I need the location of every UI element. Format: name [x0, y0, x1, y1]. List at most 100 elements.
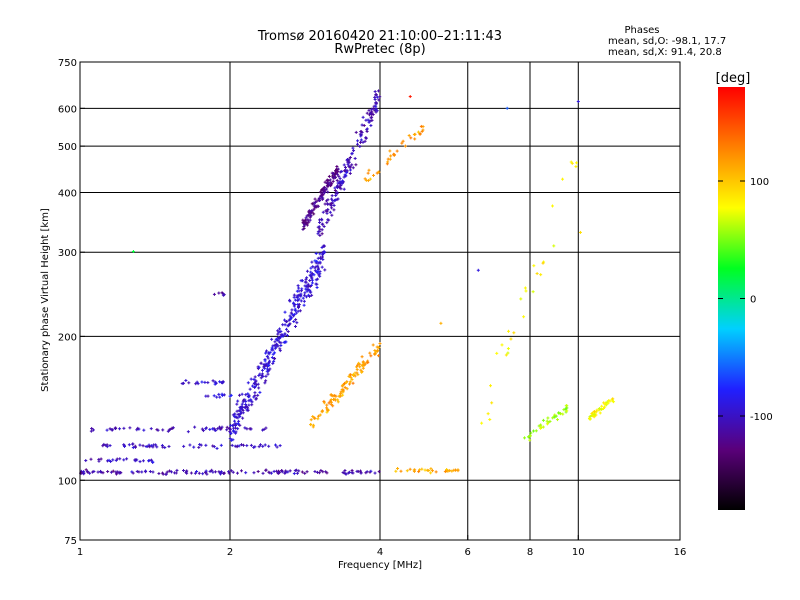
echo-point: [593, 410, 597, 414]
echo-point: [305, 221, 309, 225]
echo-point: [234, 422, 238, 426]
x-tick-label: 4: [377, 547, 383, 558]
echo-point: [305, 269, 309, 273]
echo-point: [131, 446, 135, 450]
echo-point: [317, 196, 321, 200]
echo-point: [291, 301, 295, 305]
echo-point: [119, 471, 123, 475]
echo-point: [149, 427, 153, 431]
echo-point: [598, 407, 602, 411]
echo-point: [244, 404, 248, 408]
echo-point: [342, 163, 346, 167]
echo-point: [151, 460, 155, 464]
echo-point: [256, 393, 260, 397]
echo-point: [297, 286, 301, 290]
echo-point: [320, 245, 324, 249]
echo-point: [356, 142, 360, 146]
echo-point: [232, 423, 236, 427]
echo-point: [509, 337, 513, 341]
echo-point: [149, 458, 153, 462]
echo-point: [135, 428, 139, 432]
echo-point: [292, 314, 296, 318]
echo-point: [304, 218, 308, 222]
echo-point: [252, 445, 256, 449]
echo-point: [234, 430, 238, 434]
echo-point: [307, 213, 311, 217]
echo-point: [355, 371, 359, 375]
echo-point: [185, 471, 189, 475]
echo-point: [231, 470, 235, 474]
echo-point: [561, 177, 565, 181]
echo-point: [362, 124, 366, 128]
echo-point: [418, 131, 422, 135]
echo-point: [184, 469, 188, 473]
echo-point: [278, 444, 282, 448]
echo-point: [118, 457, 122, 461]
echo-point: [310, 210, 314, 214]
echo-point: [343, 469, 347, 473]
echo-point: [135, 469, 139, 473]
echo-point: [273, 343, 277, 347]
phase-header: Phases: [624, 25, 659, 36]
echo-point: [175, 468, 179, 472]
echo-point: [375, 95, 379, 99]
echo-point: [253, 381, 257, 385]
y-axis-label: Stationary phase Virtual Height [km]: [40, 208, 51, 392]
echo-point: [602, 407, 606, 411]
echo-point: [254, 379, 258, 383]
echo-point: [305, 470, 309, 474]
echo-point: [247, 395, 251, 399]
echo-point: [115, 457, 119, 461]
echo-point: [325, 410, 329, 414]
echo-point: [268, 367, 272, 371]
echo-point: [186, 430, 190, 434]
echo-point: [245, 406, 249, 410]
x-axis-label: Frequency [MHz]: [338, 560, 422, 571]
echo-point: [273, 340, 277, 344]
echo-point: [293, 324, 297, 328]
echo-point: [318, 220, 322, 224]
echo-point: [108, 444, 112, 448]
echo-point: [323, 268, 327, 272]
echo-point: [308, 294, 312, 298]
echo-point: [197, 471, 201, 475]
echo-point: [604, 401, 608, 405]
echo-point: [330, 194, 334, 198]
echo-point: [522, 315, 526, 319]
echo-point: [136, 426, 140, 430]
echo-point: [288, 322, 292, 326]
echo-point: [541, 261, 545, 265]
echo-point: [233, 424, 237, 428]
echo-point: [161, 472, 165, 476]
echo-point: [328, 210, 332, 214]
echo-point: [531, 290, 535, 294]
echo-point: [371, 113, 375, 117]
echo-point: [529, 431, 533, 435]
echo-point: [331, 199, 335, 203]
echo-point: [523, 436, 527, 440]
echo-point: [548, 419, 552, 423]
echo-point: [278, 349, 282, 353]
echo-point: [151, 470, 155, 474]
echo-point: [341, 179, 345, 183]
echo-point: [320, 265, 324, 269]
echo-point: [211, 444, 215, 448]
echo-point: [338, 170, 342, 174]
echo-point: [309, 418, 313, 422]
echo-point: [252, 381, 256, 385]
echo-point: [373, 349, 377, 353]
echo-point: [239, 411, 243, 415]
echo-point: [109, 460, 113, 464]
echo-point: [298, 309, 302, 313]
echo-point: [340, 388, 344, 392]
echo-point: [389, 154, 393, 158]
echo-point: [539, 426, 543, 430]
echo-point: [335, 168, 339, 172]
echo-point: [263, 366, 267, 370]
echo-point: [552, 244, 556, 248]
echo-point: [244, 403, 248, 407]
echo-point: [338, 186, 342, 190]
echo-point: [233, 412, 237, 416]
echo-point: [419, 124, 423, 128]
echo-point: [353, 156, 357, 160]
